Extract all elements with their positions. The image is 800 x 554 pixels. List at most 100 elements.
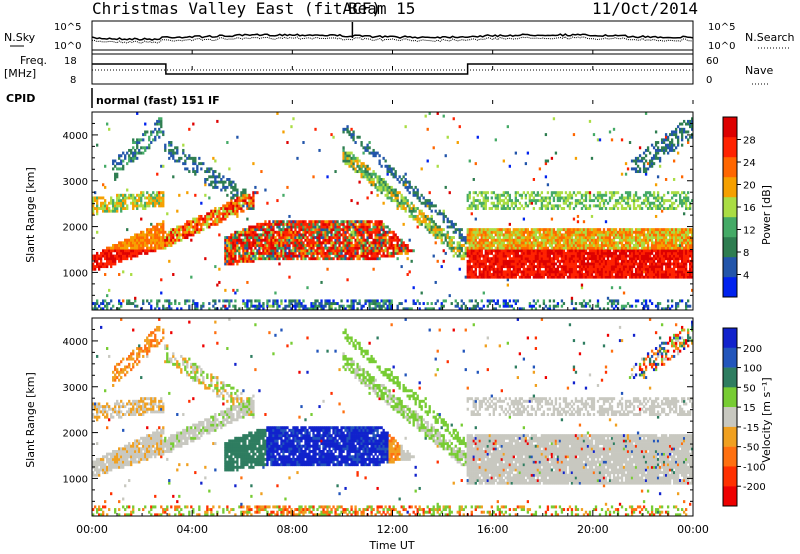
- heat-cell: [538, 304, 542, 308]
- heat-cell: [360, 170, 363, 174]
- heat-cell: [394, 170, 397, 174]
- heat-cell: [594, 275, 598, 279]
- heat-cell: [160, 164, 163, 168]
- heat-cell: [350, 135, 353, 139]
- heat-cell: [346, 246, 349, 250]
- heat-cell: [328, 222, 331, 226]
- heat-cell: [504, 302, 507, 306]
- heat-cell: [348, 249, 351, 253]
- heat-cell: [534, 254, 538, 258]
- heat-cell: [450, 238, 453, 242]
- heat-cell: [364, 167, 367, 171]
- heat-cell: [528, 241, 532, 245]
- heat-cell: [448, 238, 451, 242]
- heat-cell: [134, 196, 137, 200]
- heat-cell: [546, 265, 550, 269]
- heat-cell: [498, 251, 501, 255]
- heat-cell: [296, 233, 299, 237]
- heat-cell: [370, 178, 373, 181]
- heat-cell: [232, 251, 235, 255]
- heat-cell: [196, 167, 199, 171]
- heat-cell: [434, 233, 437, 237]
- heat-cell: [506, 230, 509, 234]
- heat-cell: [318, 246, 321, 250]
- heat-cell: [394, 193, 397, 197]
- heat-cell: [112, 246, 115, 250]
- heat-cell: [614, 273, 618, 276]
- heat-cell: [574, 273, 578, 276]
- heat-cell: [328, 307, 331, 311]
- heat-cell: [226, 141, 229, 144]
- heat-cell: [326, 302, 329, 306]
- heat-cell: [316, 233, 319, 237]
- heat-cell: [484, 251, 487, 255]
- heat-cell: [276, 222, 279, 226]
- heat-cell: [430, 302, 433, 306]
- heat-cell: [488, 233, 491, 237]
- heat-cell: [600, 249, 604, 253]
- heat-cell: [508, 262, 511, 266]
- heat-cell: [172, 233, 175, 237]
- heat-cell: [280, 230, 283, 234]
- heat-cell: [386, 191, 389, 195]
- heat-cell: [236, 288, 239, 292]
- heat-cell: [348, 220, 351, 224]
- heat-cell: [608, 233, 612, 237]
- heat-cell: [462, 244, 465, 247]
- heat-cell: [278, 236, 281, 240]
- heat-cell: [342, 127, 345, 131]
- heat-cell: [448, 244, 451, 247]
- heat-cell: [168, 143, 171, 147]
- heat-cell: [556, 265, 560, 269]
- heat-cell: [354, 141, 357, 144]
- heat-cell: [406, 251, 409, 255]
- heat-cell: [158, 191, 161, 195]
- heat-cell: [302, 307, 305, 311]
- heat-cell: [154, 238, 157, 242]
- heat-cell: [486, 273, 489, 276]
- heat-cell: [512, 270, 515, 274]
- heat-cell: [288, 238, 291, 242]
- heat-cell: [108, 259, 111, 263]
- heat-cell: [110, 251, 113, 255]
- heat-cell: [506, 191, 509, 195]
- heat-cell: [178, 228, 181, 232]
- heat-cell: [376, 225, 379, 229]
- heat-cell: [260, 238, 263, 242]
- heat-cell: [236, 246, 239, 250]
- heat-cell: [162, 304, 165, 308]
- heat-cell: [380, 304, 383, 308]
- heat-cell: [588, 246, 592, 250]
- heat-cell: [602, 251, 606, 255]
- heat-cell: [606, 228, 610, 232]
- heat-cell: [120, 304, 123, 308]
- heat-cell: [350, 199, 353, 203]
- heat-cell: [240, 193, 243, 197]
- heat-cell: [592, 199, 596, 203]
- heat-cell: [554, 233, 558, 237]
- heat-cell: [298, 236, 301, 240]
- heat-cell: [622, 196, 626, 200]
- heat-cell: [566, 275, 570, 279]
- heat-cell: [338, 251, 341, 255]
- heat-cell: [568, 193, 572, 197]
- heat-cell: [618, 270, 622, 274]
- heat-cell: [562, 233, 566, 237]
- heat-cell: [266, 228, 269, 232]
- heat-cell: [206, 217, 209, 221]
- heat-cell: [316, 220, 319, 224]
- heat-cell: [250, 241, 253, 245]
- heat-cell: [224, 180, 227, 184]
- heat-cell: [612, 251, 616, 255]
- heat-cell: [580, 228, 584, 232]
- heat-cell: [220, 220, 223, 224]
- heat-cell: [606, 244, 610, 247]
- heat-cell: [370, 183, 373, 187]
- heat-cell: [562, 270, 566, 274]
- heat-cell: [152, 246, 155, 250]
- heat-cell: [472, 244, 475, 247]
- heat-cell: [572, 307, 576, 311]
- heat-cell: [568, 259, 572, 263]
- heat-cell: [146, 146, 149, 150]
- heat-cell: [354, 299, 357, 303]
